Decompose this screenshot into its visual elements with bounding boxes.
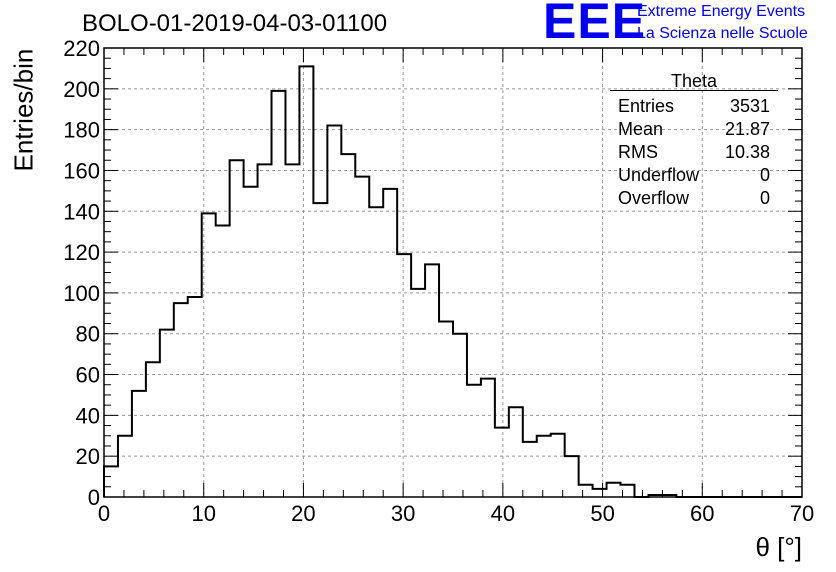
stats-value: 3531: [729, 96, 770, 116]
histogram-bin: [299, 66, 313, 497]
histogram-bin: [439, 321, 453, 497]
x-tick-label: 40: [491, 501, 515, 526]
x-tick-label: 10: [191, 501, 215, 526]
stats-label: Underflow: [618, 165, 700, 185]
histogram-bin: [355, 177, 369, 497]
histogram-bin: [425, 264, 439, 497]
x-tick-label: 50: [590, 501, 614, 526]
stats-row-mean: Mean 21.87: [610, 118, 778, 141]
stats-value: 0: [759, 165, 770, 185]
y-tick-label: 40: [76, 403, 100, 428]
x-axis-label: θ [°]: [755, 532, 802, 562]
histogram-bin: [188, 297, 202, 497]
y-tick-label: 180: [63, 118, 100, 143]
stats-value: 10.38: [724, 142, 770, 162]
histogram-bin: [467, 385, 481, 497]
histogram-bin: [607, 483, 621, 497]
y-tick-label: 60: [76, 363, 100, 388]
histogram-bin: [537, 436, 551, 497]
histogram-bin: [369, 207, 383, 497]
histogram-bin: [146, 362, 160, 497]
stats-box: Theta Entries 3531 Mean 21.87 RMS 10.38 …: [610, 72, 778, 210]
stats-label: Entries: [618, 96, 675, 116]
x-tick-label: 30: [391, 501, 415, 526]
histogram-bin: [174, 303, 188, 497]
y-tick-label: 160: [63, 158, 100, 183]
stats-value: 21.87: [724, 119, 770, 139]
histogram-bin: [523, 442, 537, 497]
stats-row-overflow: Overflow 0: [610, 187, 778, 210]
x-tick-label: 20: [291, 501, 315, 526]
histogram-bin: [481, 379, 495, 497]
histogram-bin: [272, 91, 286, 497]
y-tick-label: 100: [63, 281, 100, 306]
stats-row-rms: RMS 10.38: [610, 141, 778, 164]
stats-value: 0: [759, 188, 770, 208]
histogram-bin: [118, 436, 132, 497]
histogram-bin: [593, 489, 607, 497]
eee-logo-mark: EEE: [543, 0, 647, 49]
stats-row-entries: Entries 3531: [610, 95, 778, 118]
histogram-bin: [285, 164, 299, 497]
histogram-bin: [230, 160, 244, 497]
histogram-bin: [383, 189, 397, 497]
y-tick-label: 140: [63, 199, 100, 224]
x-tick-label: 0: [98, 501, 110, 526]
x-tick-label: 60: [690, 501, 714, 526]
stats-label: RMS: [618, 142, 658, 162]
y-tick-label: 120: [63, 240, 100, 265]
y-tick-label: 0: [88, 485, 100, 510]
histogram-bin: [216, 226, 230, 497]
histogram-bin: [160, 330, 174, 497]
logo-line-2: La Scienza nelle Scuole: [637, 25, 808, 42]
stats-row-underflow: Underflow 0: [610, 164, 778, 187]
y-tick-label: 220: [63, 36, 100, 61]
y-tick-label: 20: [76, 444, 100, 469]
histogram-bin: [313, 203, 327, 497]
histogram-bin: [104, 466, 118, 497]
histogram-bin: [579, 485, 593, 497]
stats-title: Theta: [610, 72, 778, 91]
histogram-bin: [495, 428, 509, 497]
y-tick-label: 80: [76, 322, 100, 347]
chart-title: BOLO-01-2019-04-03-01100: [82, 10, 388, 37]
histogram-outline: [103, 65, 802, 498]
histogram-bin: [258, 164, 272, 497]
histogram-bin: [132, 391, 146, 497]
y-axis-label: Entries/bin: [8, 48, 39, 172]
stats-label: Overflow: [618, 188, 690, 208]
histogram-bin: [509, 407, 523, 497]
histogram-bin: [397, 254, 411, 497]
stats-label: Mean: [618, 119, 664, 139]
histogram-bin: [565, 456, 579, 497]
logo-line-1: Extreme Energy Events: [637, 3, 806, 20]
histogram-bin: [411, 289, 425, 497]
x-tick-label: 70: [790, 501, 814, 526]
y-tick-label: 200: [63, 77, 100, 102]
histogram-bin: [244, 187, 258, 497]
histogram-bin: [327, 126, 341, 497]
histogram-bin: [341, 154, 355, 497]
histogram-bin: [551, 434, 565, 497]
